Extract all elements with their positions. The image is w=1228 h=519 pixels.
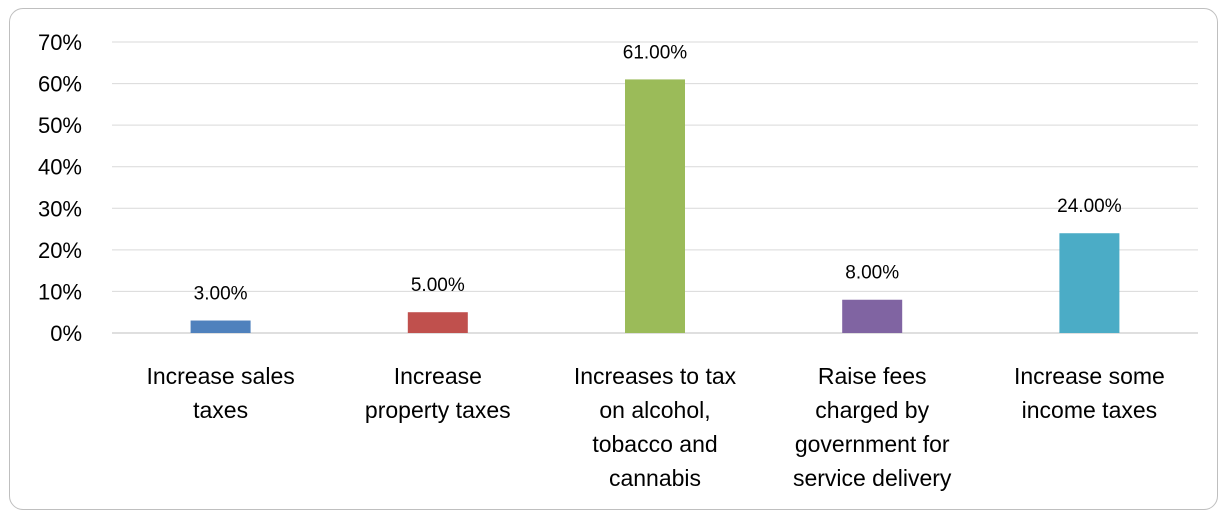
category-label-line: service delivery: [793, 465, 952, 491]
y-tick-label: 50%: [38, 113, 82, 138]
category-label-line: Increase sales: [146, 363, 294, 389]
category-label-line: Raise fees: [818, 363, 927, 389]
category-label-line: Increase: [394, 363, 482, 389]
data-label: 8.00%: [845, 263, 899, 284]
bar: [1059, 233, 1120, 333]
bar: [190, 320, 251, 333]
category-label: Increases to tax on alcohol, tobacco and ca…: [574, 363, 737, 491]
bars: [190, 79, 1120, 334]
category-label: Increase some income taxes: [1014, 363, 1165, 423]
category-label-line: tobacco and: [592, 431, 717, 457]
category-label: Raise fees charged by government for servic…: [793, 363, 952, 491]
data-labels: 3.00% 5.00% 61.00% 8.00% 24.00%: [194, 42, 1122, 304]
y-tick-label: 40%: [38, 155, 82, 180]
chart-area: [9, 8, 1218, 510]
category-label-line: taxes: [193, 397, 248, 423]
data-label: 5.00%: [411, 275, 465, 296]
data-label: 3.00%: [194, 284, 248, 305]
category-label: Increase property taxes: [365, 363, 511, 423]
bar: [625, 79, 685, 334]
category-label-line: government for: [795, 431, 950, 457]
category-label-line: Increase some: [1014, 363, 1165, 389]
y-tick-label: 60%: [38, 72, 82, 97]
y-tick-label: 30%: [38, 196, 82, 221]
y-axis-ticks: 0% 10% 20% 30% 40% 50% 60% 70%: [38, 30, 82, 346]
category-label-line: charged by: [815, 397, 929, 423]
data-label: 61.00%: [623, 42, 688, 63]
category-label-line: cannabis: [609, 465, 701, 491]
x-axis-categories: Increase sales taxes Increase property taxe…: [146, 363, 1164, 491]
category-label-line: Increases to tax: [574, 363, 737, 389]
y-tick-label: 0%: [50, 321, 82, 346]
category-label-line: property taxes: [365, 397, 511, 423]
y-tick-label: 20%: [38, 238, 82, 263]
bar: [407, 312, 468, 333]
bar: [842, 299, 903, 333]
y-tick-label: 70%: [38, 30, 82, 55]
y-tick-label: 10%: [38, 279, 82, 304]
category-label: Increase sales taxes: [146, 363, 294, 423]
category-label-line: on alcohol,: [599, 397, 710, 423]
category-label-line: income taxes: [1022, 397, 1158, 423]
data-label: 24.00%: [1057, 196, 1122, 217]
